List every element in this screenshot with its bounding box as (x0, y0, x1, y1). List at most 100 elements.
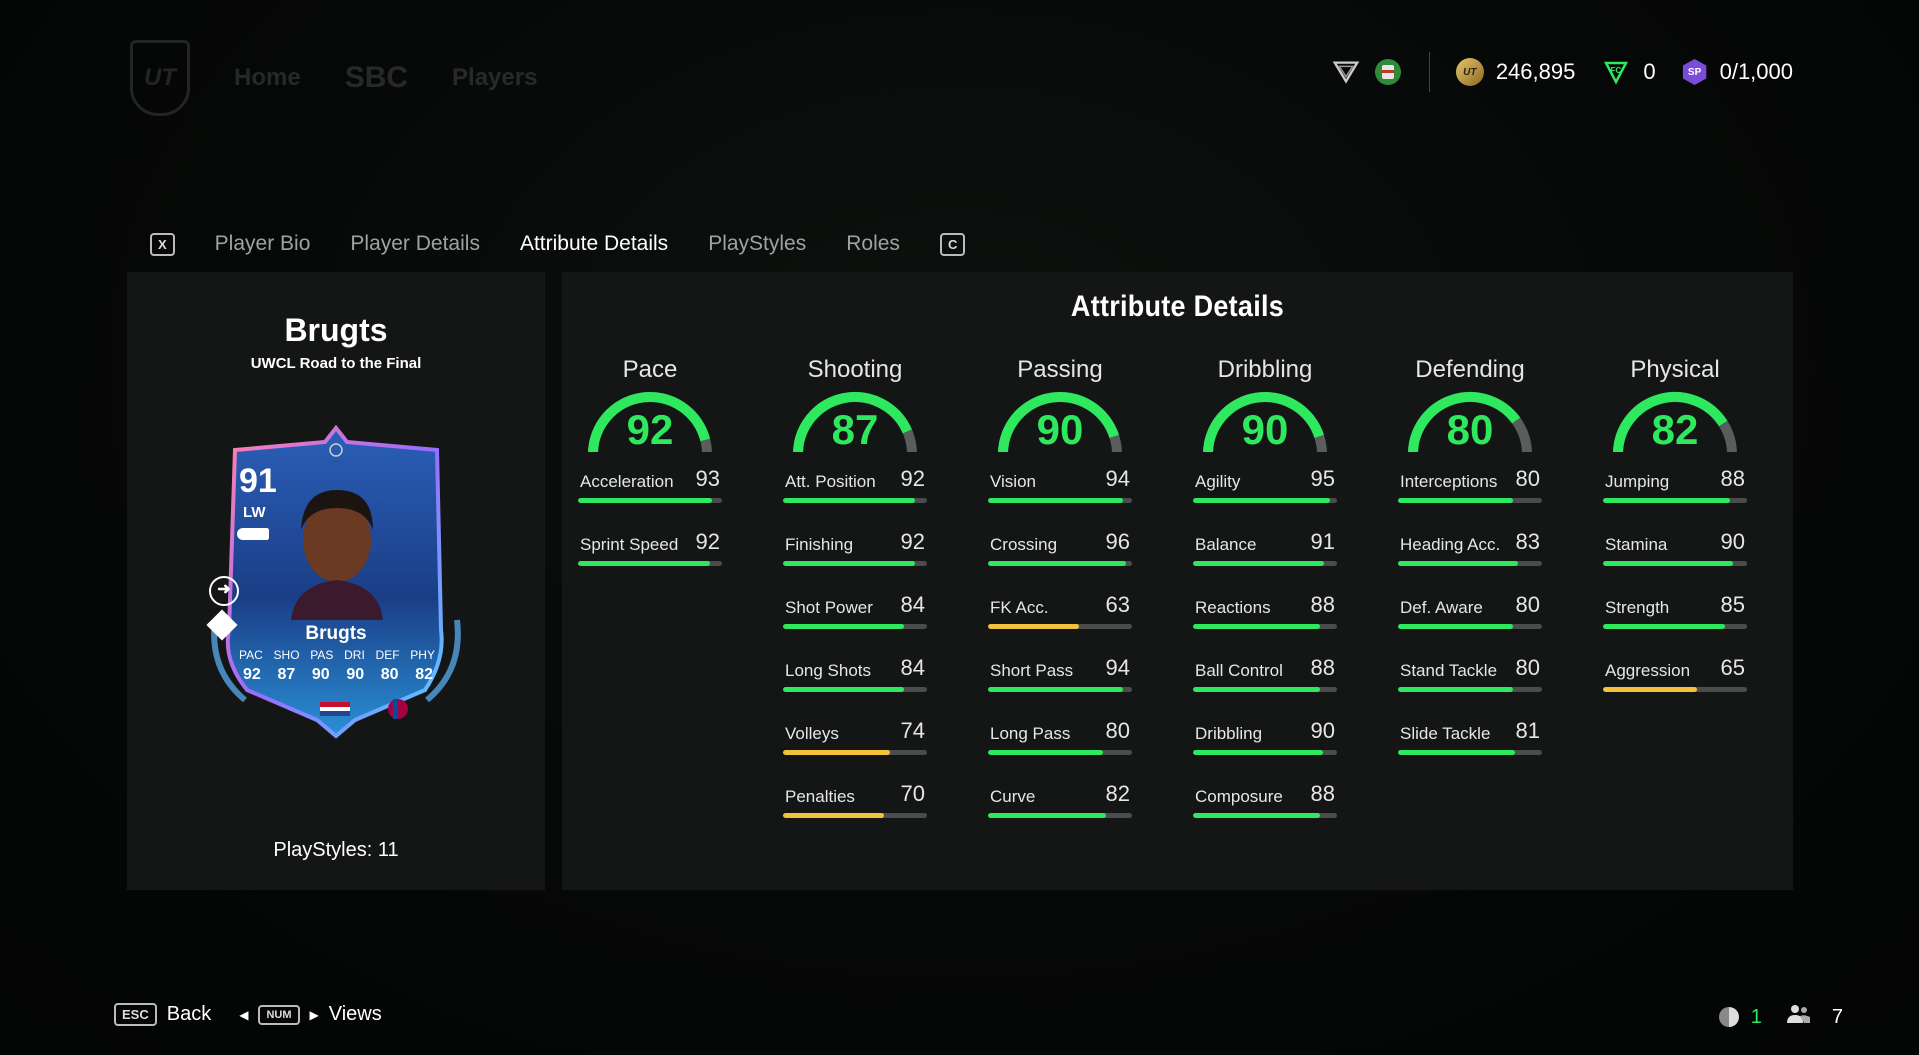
attribute-row: Def. Aware 80 (1398, 592, 1542, 655)
esc-key[interactable]: ESC (114, 1003, 157, 1026)
svg-text:FC: FC (1611, 66, 1622, 75)
attribute-label: Sprint Speed (580, 535, 679, 554)
attribute-bar-fill (988, 750, 1104, 755)
card-stat-value: 90 (311, 666, 330, 683)
tab-player-details[interactable]: Player Details (350, 232, 480, 255)
attribute-row: Dribbling 90 (1193, 718, 1337, 781)
playstyles-count: PlayStyles: 11 (273, 839, 399, 861)
attribute-bar (783, 498, 927, 503)
attribute-label: Reactions (1195, 598, 1271, 617)
attribute-bar-fill (988, 561, 1127, 566)
attribute-bar-fill (988, 498, 1124, 503)
attribute-row: Balance 91 (1193, 529, 1337, 592)
next-tab-key[interactable]: C (939, 232, 966, 256)
attribute-value: 63 (1105, 592, 1130, 617)
category-value: 92 (626, 406, 674, 453)
gauge-fill (588, 392, 711, 452)
attribute-label: Agility (1195, 472, 1241, 491)
attribute-bar-fill (1193, 750, 1323, 755)
nav-players[interactable]: Players (452, 64, 538, 91)
card-stat-value: 82 (415, 666, 433, 683)
card-stat-label: SHO (273, 648, 300, 662)
nav-home[interactable]: Home (234, 64, 301, 91)
attribute-row: Acceleration 93 (578, 466, 722, 529)
player-panel: Brugts UWCL Road to the Final (127, 272, 545, 890)
category-passing: Passing 90 Vision 94 Crossing 96 FK Acc. 63 Shor… (988, 356, 1132, 844)
attribute-value: 84 (900, 655, 925, 680)
tab-roles[interactable]: Roles (846, 232, 900, 255)
tab-attribute-details[interactable]: Attribute Details (519, 232, 669, 255)
card-stat-value: 80 (380, 666, 399, 683)
category-value: 87 (831, 406, 879, 453)
prev-tab-key[interactable]: X (150, 232, 175, 256)
category-name: Pace (622, 356, 678, 383)
attribute-value: 80 (1515, 466, 1540, 491)
attribute-value: 65 (1720, 655, 1745, 680)
attribute-value: 90 (1310, 718, 1335, 743)
attribute-value: 88 (1310, 781, 1335, 806)
fc-points-icon: FC (1601, 57, 1631, 87)
attribute-row: Heading Acc. 83 (1398, 529, 1542, 592)
category-name: Shooting (807, 356, 903, 383)
attribute-value: 80 (1105, 718, 1130, 743)
attribute-value: 94 (1105, 655, 1130, 680)
attribute-bar-fill (578, 498, 712, 503)
attribute-bar-fill (1398, 498, 1514, 503)
num-key[interactable]: NUM (258, 1004, 300, 1025)
attribute-label: Long Pass (990, 724, 1071, 743)
attribute-label: Curve (990, 787, 1036, 806)
gauge-fill (1613, 392, 1728, 452)
category-value: 80 (1446, 406, 1494, 453)
attribute-row: Ball Control 88 (1193, 655, 1337, 718)
attribute-row: Sprint Speed 92 (578, 529, 722, 592)
player-name: Brugts (284, 312, 388, 348)
attribute-bar-fill (1603, 624, 1726, 629)
attribute-row: Long Pass 80 (988, 718, 1132, 781)
category-name: Dribbling (1217, 356, 1313, 383)
attribute-label: Slide Tackle (1400, 724, 1491, 743)
category-value: 90 (1241, 406, 1289, 453)
attribute-bar (988, 561, 1132, 566)
category-physical: Physical 82 Jumping 88 Stamina 90 Strength 85 Ag… (1603, 356, 1747, 844)
back-button[interactable]: Back (166, 1003, 212, 1025)
card-stat-value: 90 (346, 666, 365, 683)
category-defending: Defending 80 Interceptions 80 Heading Acc. 83… (1398, 356, 1542, 844)
attribute-bar (1193, 687, 1337, 692)
attribute-bar-fill (578, 561, 711, 566)
attribute-bar (783, 624, 927, 629)
attribute-bar-fill (1193, 624, 1320, 629)
card-stats: PAC SHO PAS DRI DEF PHY (239, 648, 435, 662)
attribute-bar-fill (783, 624, 904, 629)
attribute-value: 80 (1515, 592, 1540, 617)
attribute-bar (988, 750, 1132, 755)
attribute-row: Composure 88 (1193, 781, 1337, 844)
attribute-bar (1398, 750, 1542, 755)
tab-playstyles[interactable]: PlayStyles (708, 232, 807, 255)
player-card[interactable]: 91 LW ➜ Brugts PAC SHO PAS DRI DEF PHY 9… (205, 420, 467, 740)
card-stat-label: DRI (344, 648, 365, 662)
attribute-bar-fill (988, 813, 1107, 818)
footer-status: 1 7 (1718, 1003, 1843, 1031)
gauge-arc (588, 392, 712, 452)
coins-value: 246,895 (1495, 59, 1576, 84)
attribute-bar (783, 687, 927, 692)
nav-sbc[interactable]: SBC (344, 61, 409, 94)
gauge-arc (1613, 392, 1737, 452)
category-shooting: Shooting 87 Att. Position 92 Finishing 92 Shot… (783, 356, 927, 844)
attribute-label: Stand Tackle (1400, 661, 1498, 680)
attribute-bar (1603, 498, 1747, 503)
gauge-fill (1408, 392, 1521, 452)
views-button[interactable]: Views (328, 1003, 382, 1025)
attribute-bar-fill (988, 687, 1124, 692)
attribute-bar (1603, 687, 1747, 692)
attribute-bar-fill (1193, 813, 1320, 818)
tab-player-bio[interactable]: Player Bio (214, 232, 311, 255)
attribute-bar (783, 561, 927, 566)
card-stat-label: PHY (410, 648, 435, 662)
attribute-bar (1398, 687, 1542, 692)
sp-icon: SP (1682, 59, 1707, 85)
ut-logo: UT (130, 40, 190, 116)
attribute-bar-fill (1398, 750, 1515, 755)
currency-bar: UT 246,895 FC 0 SP 0/1,000 (1331, 52, 1807, 92)
category-dribbling: Dribbling 90 Agility 95 Balance 91 Reactions 88… (1193, 356, 1337, 844)
